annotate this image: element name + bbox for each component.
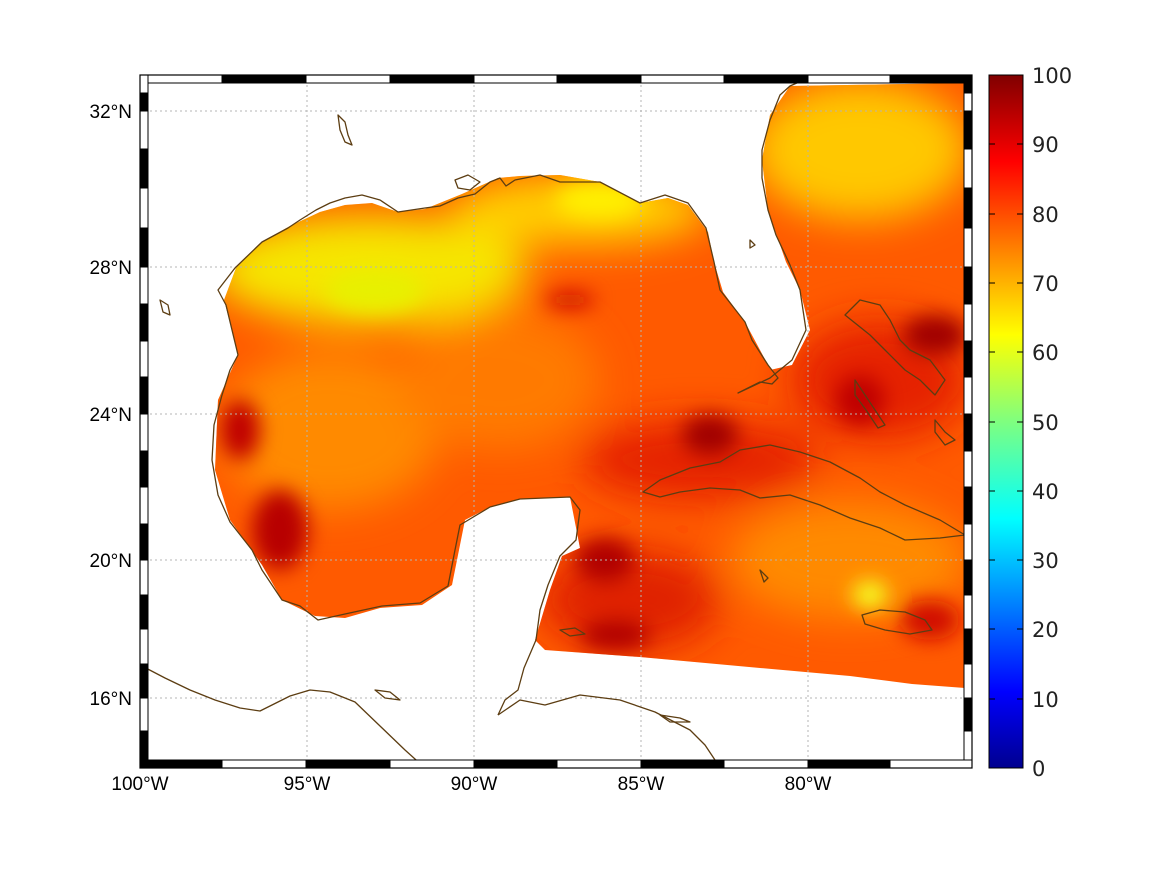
colorbar-label-100: 100 [1032, 64, 1072, 88]
lon-label-90w: 90°W [451, 774, 498, 795]
colorbar-label-10: 10 [1032, 688, 1059, 712]
central-america-coastline [497, 694, 716, 761]
colorbar: 100 90 80 70 60 50 40 30 20 10 0 [988, 64, 1072, 781]
map-frame [139, 74, 973, 769]
colorbar-label-80: 80 [1032, 203, 1059, 227]
latitude-labels: 32°N 28°N 24°N 20°N 16°N [90, 102, 132, 710]
lat-label-20n: 20°N [90, 551, 132, 572]
lon-label-100w: 100°W [111, 774, 168, 795]
lat-label-32n: 32°N [90, 102, 132, 123]
colorbar-label-70: 70 [1032, 272, 1059, 296]
longitude-labels: 100°W 95°W 90°W 85°W 80°W [111, 774, 831, 795]
colorbar-label-50: 50 [1032, 411, 1059, 435]
lat-label-16n: 16°N [90, 689, 132, 710]
colorbar-label-0: 0 [1032, 757, 1045, 781]
sea-field-layer [215, 83, 965, 688]
colorbar-label-60: 60 [1032, 341, 1059, 365]
bahamas-coastline [844, 299, 946, 396]
colorbar-label-20: 20 [1032, 618, 1059, 642]
lon-label-85w: 85°W [618, 774, 665, 795]
lon-label-80w: 80°W [785, 774, 832, 795]
jamaica-coastline [861, 609, 933, 635]
colorbar-label-30: 30 [1032, 549, 1059, 573]
colorbar-label-40: 40 [1032, 480, 1059, 504]
lat-label-28n: 28°N [90, 258, 132, 279]
us-gulf-coastline [217, 75, 816, 394]
mexico-pacific-coastline [140, 664, 426, 768]
lon-label-95w: 95°W [284, 774, 331, 795]
colorbar-ticks [989, 74, 1023, 769]
graticule [140, 75, 972, 768]
mexico-coastline [211, 354, 581, 716]
coastlines [140, 75, 966, 768]
colorbar-label-90: 90 [1032, 133, 1059, 157]
lat-label-24n: 24°N [90, 405, 132, 426]
